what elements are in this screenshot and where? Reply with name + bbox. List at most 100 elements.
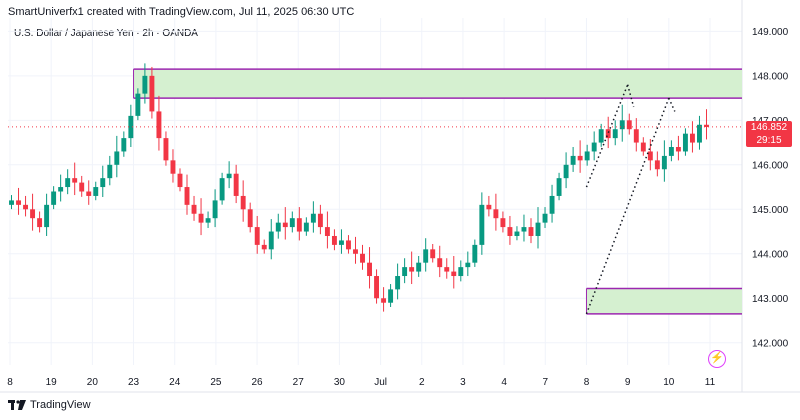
time-axis-label: 4 [501, 377, 507, 388]
candle-body [458, 267, 464, 277]
candle-body [135, 93, 141, 116]
credit-line: SmartUniverfx1 created with TradingView.… [8, 6, 355, 18]
candle-body [346, 240, 351, 250]
candle-body [661, 155, 667, 170]
candle-body [507, 227, 513, 236]
symbol-title: U.S. Dollar / Japanese Yen · 2h · OANDA [14, 28, 198, 39]
candle-body [9, 200, 14, 205]
candle-body [86, 191, 92, 196]
candle-body [367, 262, 372, 277]
candle-body [177, 173, 183, 188]
candle-body [430, 249, 436, 259]
candle-body [79, 182, 85, 192]
candle-body [268, 231, 274, 250]
candle-body [598, 129, 604, 143]
candle-body [633, 129, 639, 143]
candle-body [556, 178, 562, 196]
candle-body [612, 129, 618, 139]
price-axis-label: 142.000 [752, 338, 789, 349]
candle-body [451, 271, 457, 277]
candle-body [142, 75, 148, 94]
candle-body [535, 222, 541, 236]
time-axis-label: 3 [460, 377, 466, 388]
candle-body [212, 200, 218, 219]
candle-body [261, 244, 267, 250]
candle-body [682, 133, 688, 152]
candle-body [296, 218, 302, 232]
price-axis-label: 149.000 [752, 27, 789, 38]
price-axis-label: 146.000 [752, 160, 789, 171]
candle-body [570, 155, 576, 165]
candle-body [219, 178, 225, 201]
candle-body [310, 213, 316, 223]
candle-body [121, 138, 127, 152]
candle-body [170, 160, 176, 174]
time-axis-label: 8 [584, 377, 590, 388]
candle-body [72, 178, 78, 183]
candle-body [479, 204, 485, 245]
dotted-trendline-1 [626, 84, 635, 108]
candle-body [423, 249, 429, 263]
candle-body [704, 124, 709, 127]
candle-body [205, 218, 211, 223]
candle-body [402, 267, 408, 277]
candle-body [528, 227, 534, 236]
candle-body [37, 218, 43, 228]
candle-body [240, 195, 246, 210]
candle-body [388, 289, 394, 303]
time-axis-label: 24 [169, 377, 181, 388]
candle-body [282, 222, 288, 228]
time-axis-label: 8 [7, 377, 13, 388]
candle-body [395, 276, 401, 290]
candle-body [289, 218, 295, 228]
candle-body [114, 151, 120, 165]
candle-body [254, 227, 260, 245]
time-axis-label: 7 [543, 377, 549, 388]
candle-body [149, 75, 155, 112]
candle-body [493, 209, 499, 219]
candle-body [675, 147, 681, 152]
candle-body [275, 222, 281, 232]
bar-countdown: 29:15 [756, 135, 782, 146]
last-price-value: 146.852 [750, 122, 788, 133]
candle-body [23, 204, 29, 210]
candle-body [184, 187, 190, 205]
time-axis-label: 26 [251, 377, 263, 388]
tradingview-mark-icon [8, 400, 26, 410]
lightning-icon[interactable]: ⚡ [708, 350, 726, 368]
candle-body [163, 138, 169, 161]
candle-body [591, 142, 597, 152]
candle-body [30, 209, 36, 219]
candle-body [317, 213, 323, 228]
price-axis-label: 148.000 [752, 71, 789, 82]
candle-body [353, 249, 358, 254]
candle-body [51, 191, 57, 205]
candle-body [65, 178, 71, 188]
candle-body [191, 204, 197, 214]
candle-body [156, 111, 162, 139]
candle-body [647, 151, 653, 161]
candle-body [16, 200, 21, 205]
candle-body [500, 218, 506, 228]
candle-body [465, 262, 471, 268]
time-axis-label: 19 [46, 377, 58, 388]
candle-body [619, 120, 625, 130]
candle-body [444, 267, 450, 272]
zone-resistance [133, 69, 742, 99]
candle-body [542, 213, 548, 223]
candle-body [360, 253, 365, 263]
candle-body [640, 142, 646, 152]
candle-body [381, 298, 387, 303]
candle-body [654, 160, 660, 170]
time-axis-label: 9 [625, 377, 631, 388]
time-axis-label: 27 [293, 377, 305, 388]
candle-body [409, 267, 415, 272]
price-axis-label: 145.000 [752, 205, 789, 216]
dotted-trendline-0 [585, 84, 629, 188]
last-price-tag: 146.852 29:15 [746, 121, 792, 147]
candle-body [697, 124, 702, 143]
candle-body [514, 231, 520, 236]
candle-body [324, 227, 330, 236]
